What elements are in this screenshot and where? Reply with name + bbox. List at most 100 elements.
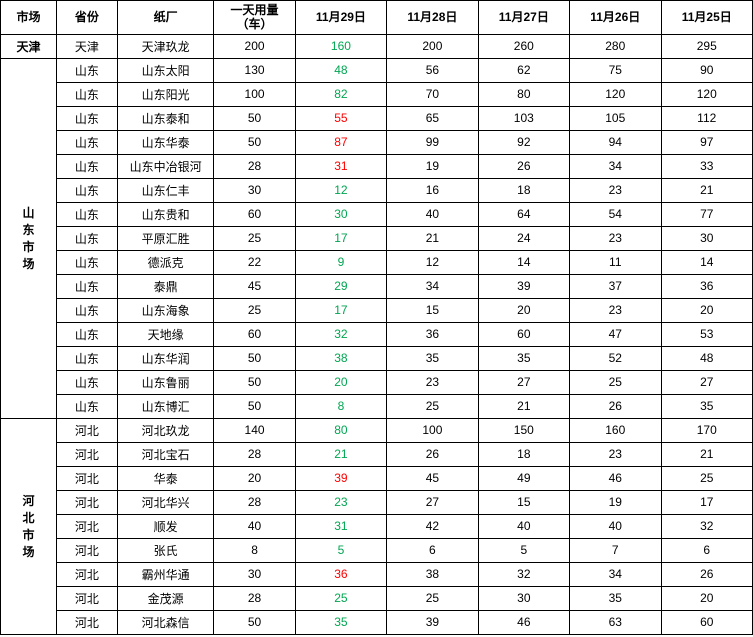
cell-d2: 16 (387, 178, 478, 202)
cell-d3: 64 (478, 202, 569, 226)
cell-province: 河北 (56, 562, 117, 586)
cell-d5: 21 (661, 178, 753, 202)
cell-d5: 27 (661, 370, 753, 394)
cell-province: 河北 (56, 490, 117, 514)
cell-d2: 12 (387, 250, 478, 274)
cell-daily: 60 (214, 322, 295, 346)
cell-d4: 34 (570, 154, 661, 178)
cell-province: 山东 (56, 82, 117, 106)
cell-d1: 9 (295, 250, 386, 274)
cell-d3: 24 (478, 226, 569, 250)
cell-d1: 17 (295, 298, 386, 322)
cell-province: 山东 (56, 202, 117, 226)
cell-factory: 河北华兴 (117, 490, 214, 514)
cell-daily: 28 (214, 490, 295, 514)
cell-factory: 山东太阳 (117, 58, 214, 82)
cell-market: 天津 (1, 34, 57, 58)
cell-d3: 21 (478, 394, 569, 418)
cell-d2: 23 (387, 370, 478, 394)
cell-d1: 32 (295, 322, 386, 346)
table-row: 山东市场山东山东太阳1304856627590 (1, 58, 753, 82)
cell-daily: 50 (214, 610, 295, 634)
cell-d3: 35 (478, 346, 569, 370)
cell-factory: 山东华润 (117, 346, 214, 370)
cell-daily: 100 (214, 82, 295, 106)
cell-d1: 35 (295, 610, 386, 634)
cell-province: 山东 (56, 58, 117, 82)
cell-d5: 14 (661, 250, 753, 274)
cell-d1: 38 (295, 346, 386, 370)
cell-factory: 山东中冶银河 (117, 154, 214, 178)
cell-d5: 170 (661, 418, 753, 442)
table-row: 河北顺发403142404032 (1, 514, 753, 538)
cell-d3: 40 (478, 514, 569, 538)
cell-d1: 82 (295, 82, 386, 106)
cell-d3: 46 (478, 610, 569, 634)
cell-factory: 山东华泰 (117, 130, 214, 154)
cell-d5: 112 (661, 106, 753, 130)
table-row: 河北河北宝石282126182321 (1, 442, 753, 466)
cell-factory: 山东阳光 (117, 82, 214, 106)
cell-d3: 26 (478, 154, 569, 178)
table-row: 山东山东海象251715202320 (1, 298, 753, 322)
cell-d4: 37 (570, 274, 661, 298)
cell-factory: 泰鼎 (117, 274, 214, 298)
cell-d1: 23 (295, 490, 386, 514)
table-row: 山东德派克22912141114 (1, 250, 753, 274)
cell-daily: 50 (214, 130, 295, 154)
cell-d1: 55 (295, 106, 386, 130)
cell-d3: 92 (478, 130, 569, 154)
cell-factory: 张氏 (117, 538, 214, 562)
cell-d4: 40 (570, 514, 661, 538)
cell-factory: 山东鲁丽 (117, 370, 214, 394)
cell-d4: 23 (570, 178, 661, 202)
cell-d5: 77 (661, 202, 753, 226)
cell-d3: 103 (478, 106, 569, 130)
cell-d4: 63 (570, 610, 661, 634)
cell-daily: 30 (214, 562, 295, 586)
cell-factory: 天津玖龙 (117, 34, 214, 58)
cell-d1: 12 (295, 178, 386, 202)
cell-province: 天津 (56, 34, 117, 58)
cell-factory: 河北森信 (117, 610, 214, 634)
cell-factory: 平原汇胜 (117, 226, 214, 250)
cell-d1: 31 (295, 514, 386, 538)
cell-d2: 36 (387, 322, 478, 346)
cell-province: 河北 (56, 586, 117, 610)
cell-d2: 19 (387, 154, 478, 178)
cell-d4: 23 (570, 442, 661, 466)
cell-d3: 39 (478, 274, 569, 298)
cell-d5: 36 (661, 274, 753, 298)
table-row: 山东山东泰和505565103105112 (1, 106, 753, 130)
cell-d4: 23 (570, 298, 661, 322)
table-row: 山东山东鲁丽502023272527 (1, 370, 753, 394)
cell-province: 山东 (56, 154, 117, 178)
cell-d3: 18 (478, 442, 569, 466)
cell-d2: 21 (387, 226, 478, 250)
cell-province: 山东 (56, 250, 117, 274)
cell-d2: 39 (387, 610, 478, 634)
cell-d5: 295 (661, 34, 753, 58)
cell-daily: 25 (214, 226, 295, 250)
table-row: 河北张氏856576 (1, 538, 753, 562)
cell-d3: 18 (478, 178, 569, 202)
cell-daily: 28 (214, 442, 295, 466)
cell-d2: 6 (387, 538, 478, 562)
table-row: 山东泰鼎452934393736 (1, 274, 753, 298)
cell-daily: 30 (214, 178, 295, 202)
cell-d5: 17 (661, 490, 753, 514)
header-date4: 11月26日 (570, 1, 661, 35)
cell-d3: 260 (478, 34, 569, 58)
cell-factory: 华泰 (117, 466, 214, 490)
cell-factory: 霸州华通 (117, 562, 214, 586)
cell-d3: 150 (478, 418, 569, 442)
cell-d1: 29 (295, 274, 386, 298)
cell-d5: 48 (661, 346, 753, 370)
cell-factory: 山东海象 (117, 298, 214, 322)
cell-province: 山东 (56, 130, 117, 154)
table-header-row: 市场 省份 纸厂 一天用量（车） 11月29日 11月28日 11月27日 11… (1, 1, 753, 35)
cell-d5: 20 (661, 298, 753, 322)
cell-factory: 金茂源 (117, 586, 214, 610)
cell-d5: 26 (661, 562, 753, 586)
cell-d1: 21 (295, 442, 386, 466)
